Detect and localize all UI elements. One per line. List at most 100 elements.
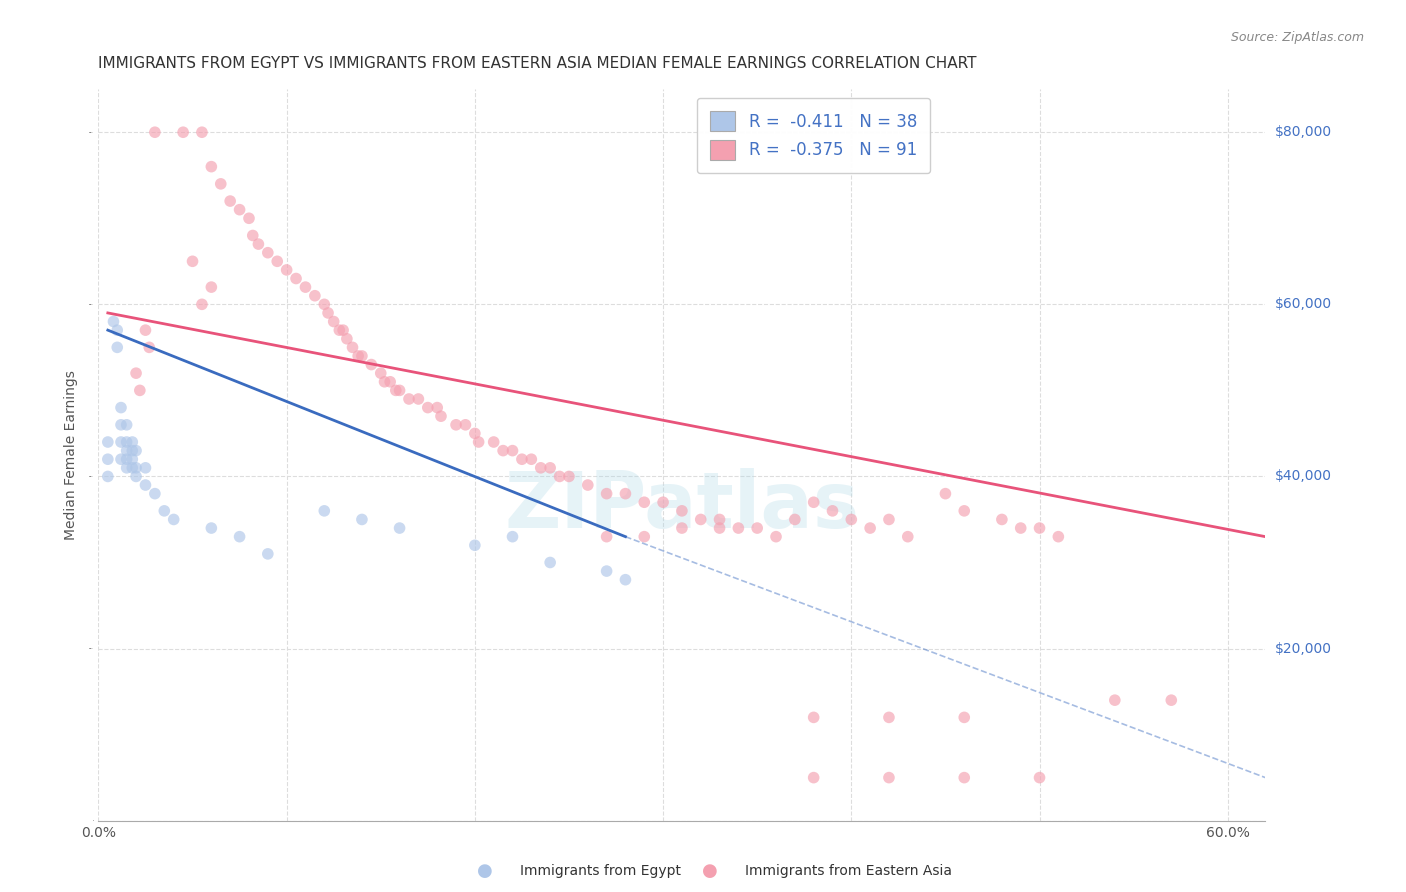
- Point: [454, 417, 477, 432]
- Text: Immigrants from Eastern Asia: Immigrants from Eastern Asia: [745, 864, 952, 879]
- Point: [408, 392, 430, 406]
- Text: $40,000: $40,000: [1275, 469, 1331, 483]
- Point: [134, 460, 156, 475]
- Point: [115, 460, 138, 475]
- Point: [1047, 530, 1070, 544]
- Point: [633, 530, 655, 544]
- Point: [520, 452, 543, 467]
- Point: [482, 435, 505, 450]
- Point: [314, 297, 336, 311]
- Point: [877, 710, 900, 724]
- Point: [1028, 521, 1050, 535]
- Point: [803, 710, 825, 724]
- Point: [125, 366, 148, 380]
- Point: [115, 443, 138, 458]
- Point: [125, 460, 148, 475]
- Point: [783, 512, 806, 526]
- Point: [256, 245, 278, 260]
- Point: [430, 409, 453, 424]
- Point: [256, 547, 278, 561]
- Point: [172, 125, 194, 139]
- Point: [266, 254, 288, 268]
- Point: [316, 306, 339, 320]
- Point: [1104, 693, 1126, 707]
- Point: [839, 512, 862, 526]
- Point: [502, 530, 524, 544]
- Point: [897, 530, 920, 544]
- Point: [143, 125, 166, 139]
- Point: [530, 460, 553, 475]
- Point: [1028, 771, 1050, 785]
- Point: [125, 469, 148, 483]
- Point: [576, 478, 599, 492]
- Point: [350, 349, 373, 363]
- Point: [121, 452, 143, 467]
- Point: [191, 297, 214, 311]
- Point: [877, 771, 900, 785]
- Point: [877, 512, 900, 526]
- Point: [247, 237, 270, 252]
- Point: [332, 323, 354, 337]
- Point: [153, 504, 176, 518]
- Text: $80,000: $80,000: [1275, 125, 1331, 139]
- Point: [121, 443, 143, 458]
- Point: [821, 504, 844, 518]
- Point: [105, 323, 128, 337]
- Point: [614, 486, 637, 500]
- Point: [121, 435, 143, 450]
- Point: [110, 417, 132, 432]
- Point: [558, 469, 581, 483]
- Text: IMMIGRANTS FROM EGYPT VS IMMIGRANTS FROM EASTERN ASIA MEDIAN FEMALE EARNINGS COR: IMMIGRANTS FROM EGYPT VS IMMIGRANTS FROM…: [98, 56, 977, 71]
- Point: [953, 504, 976, 518]
- Point: [388, 521, 411, 535]
- Point: [709, 512, 731, 526]
- Point: [727, 521, 749, 535]
- Text: ●: ●: [702, 863, 718, 880]
- Point: [238, 211, 260, 226]
- Point: [953, 771, 976, 785]
- Point: [1160, 693, 1182, 707]
- Point: [134, 478, 156, 492]
- Point: [1010, 521, 1032, 535]
- Point: [110, 401, 132, 415]
- Point: [538, 460, 561, 475]
- Point: [467, 435, 489, 450]
- Point: [103, 314, 125, 328]
- Point: [426, 401, 449, 415]
- Point: [633, 495, 655, 509]
- Point: [398, 392, 420, 406]
- Point: [200, 280, 222, 294]
- Point: [953, 710, 976, 724]
- Point: [416, 401, 439, 415]
- Point: [97, 452, 120, 467]
- Point: [285, 271, 308, 285]
- Point: [380, 375, 402, 389]
- Point: [652, 495, 675, 509]
- Point: [765, 530, 787, 544]
- Point: [200, 160, 222, 174]
- Point: [336, 332, 359, 346]
- Point: [347, 349, 370, 363]
- Point: [502, 443, 524, 458]
- Point: [181, 254, 204, 268]
- Point: [803, 495, 825, 509]
- Point: [276, 263, 298, 277]
- Point: [614, 573, 637, 587]
- Point: [671, 521, 693, 535]
- Point: [747, 521, 769, 535]
- Point: [322, 314, 344, 328]
- Point: [510, 452, 533, 467]
- Point: [121, 460, 143, 475]
- Point: [671, 504, 693, 518]
- Point: [163, 512, 186, 526]
- Point: [97, 435, 120, 450]
- Point: [138, 340, 160, 354]
- Text: Source: ZipAtlas.com: Source: ZipAtlas.com: [1230, 31, 1364, 45]
- Point: [370, 366, 392, 380]
- Point: [294, 280, 316, 294]
- Point: [595, 486, 617, 500]
- Text: $60,000: $60,000: [1275, 297, 1331, 311]
- Point: [388, 384, 411, 398]
- Point: [548, 469, 571, 483]
- Point: [373, 375, 395, 389]
